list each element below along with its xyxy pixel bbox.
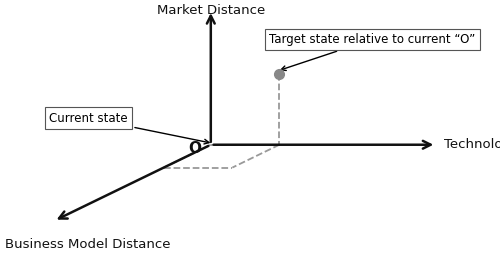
Text: Market Distance: Market Distance	[156, 4, 265, 17]
Text: Technological Distance: Technological Distance	[444, 138, 500, 151]
Text: Current state: Current state	[49, 112, 209, 144]
Text: Business Model Distance: Business Model Distance	[5, 238, 170, 251]
Text: O: O	[188, 141, 202, 156]
Text: Target state relative to current “O”: Target state relative to current “O”	[270, 33, 476, 70]
